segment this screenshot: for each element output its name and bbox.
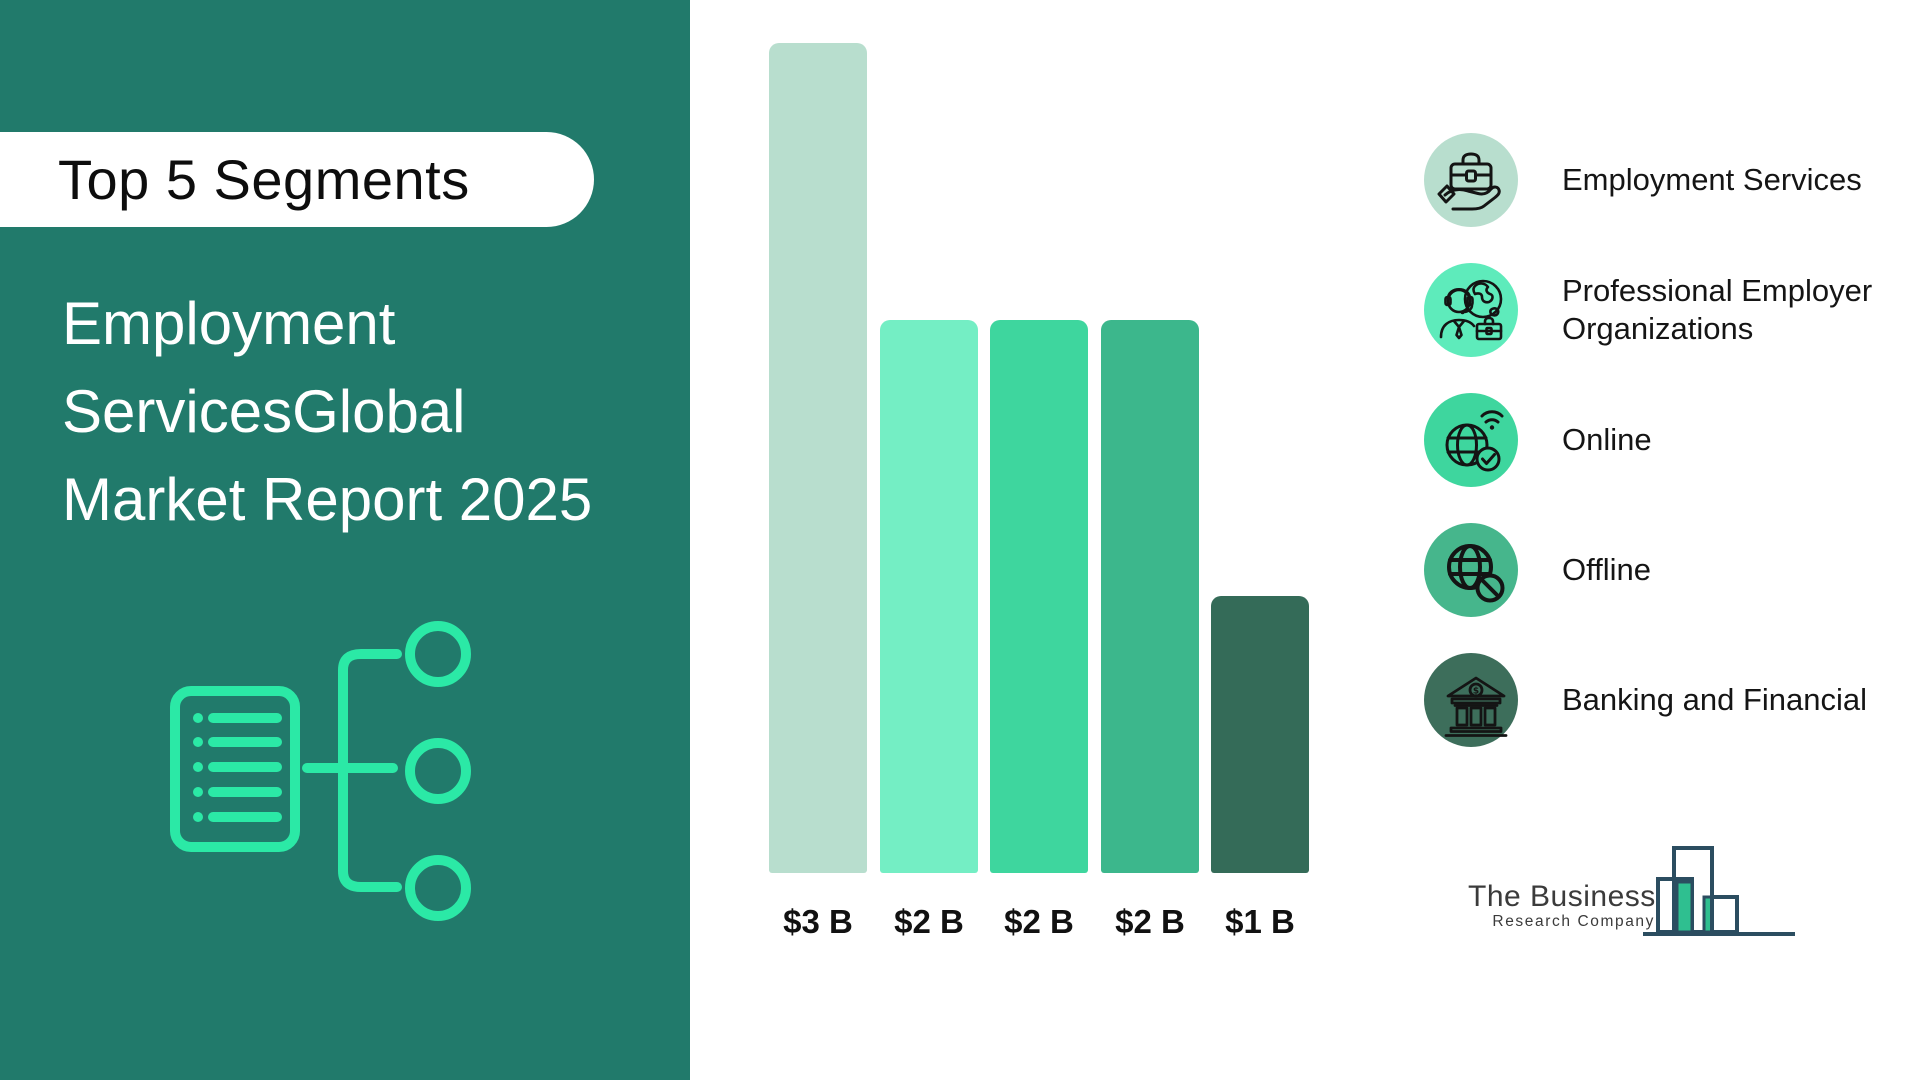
legend-circle-employment-services bbox=[1424, 133, 1518, 227]
legend-label-line: Online bbox=[1562, 422, 1652, 457]
legend-circle-banking-and-financial: $ bbox=[1424, 653, 1518, 747]
logo-subname: Research Company bbox=[1492, 913, 1655, 930]
connector-bracket bbox=[338, 649, 402, 892]
report-title-line: Market Report 2025 bbox=[62, 466, 593, 533]
svg-text:$: $ bbox=[1473, 687, 1479, 697]
legend-label-online: Online bbox=[1562, 421, 1652, 459]
node-circle-top bbox=[405, 621, 471, 687]
legend-item-offline: Offline bbox=[1424, 523, 1872, 617]
logo-skyline-icon bbox=[1643, 846, 1795, 936]
badge-pill: Top 5 Segments bbox=[0, 132, 594, 227]
bar-value-label-3: $2 B bbox=[1004, 903, 1074, 940]
legend-item-online: Online bbox=[1424, 393, 1872, 487]
legend-label-line: Organizations bbox=[1562, 311, 1754, 346]
legend-label-line: Employment Services bbox=[1562, 162, 1862, 197]
report-title: Employment ServicesGlobal Market Report 20… bbox=[62, 280, 592, 544]
legend-label-employment-services: Employment Services bbox=[1562, 161, 1862, 199]
legend-label-line: Offline bbox=[1562, 552, 1652, 587]
globe-wifi-check-icon bbox=[1445, 410, 1504, 472]
legend-label-banking-and-financial: Banking and Financial bbox=[1562, 681, 1867, 719]
bar-value-label-4: $2 B bbox=[1115, 903, 1185, 940]
node-circle-bottom bbox=[405, 855, 471, 921]
document-list-flowchart-icon bbox=[170, 621, 471, 921]
legend-item-employment-services: Employment Services bbox=[1424, 133, 1872, 227]
report-title-line: ServicesGlobal bbox=[62, 378, 466, 445]
bank-icon: $ bbox=[1444, 676, 1508, 737]
node-circle-middle bbox=[405, 738, 471, 804]
legend-circle-professional-employer-organizations bbox=[1424, 263, 1518, 357]
bar-2 bbox=[880, 320, 978, 873]
legend-label-line: Banking and Financial bbox=[1562, 682, 1868, 717]
bar-4 bbox=[1101, 320, 1199, 873]
bar-3 bbox=[990, 320, 1088, 873]
legend-label-professional-employer-organizations: Professional Employer Organizations bbox=[1562, 272, 1872, 348]
badge-label: Top 5 Segments bbox=[58, 148, 470, 211]
bar-5 bbox=[1211, 596, 1309, 873]
legend-item-banking-and-financial: $ Banking and Financial bbox=[1424, 653, 1872, 747]
support-agent-globe-icon bbox=[1439, 279, 1503, 341]
legend: Employment Services Professional Employe… bbox=[1424, 133, 1872, 783]
skyline-green-bar-large bbox=[1675, 880, 1694, 934]
legend-label-line: Professional Employer bbox=[1562, 273, 1873, 308]
skyline-building-right bbox=[1710, 895, 1739, 934]
document-list-lines bbox=[208, 713, 282, 822]
bar-1 bbox=[769, 43, 867, 873]
legend-item-professional-employer-organizations: Professional Employer Organizations bbox=[1424, 263, 1872, 357]
company-logo: The Business Research Company bbox=[1468, 845, 1813, 945]
bar-value-label-2: $2 B bbox=[894, 903, 964, 940]
briefcase-hand-icon bbox=[1437, 152, 1501, 211]
document-bullets bbox=[193, 713, 203, 822]
bar-value-label-1: $3 B bbox=[783, 903, 853, 940]
document-outline bbox=[170, 686, 300, 852]
company-logo-text: The Business Research Company bbox=[1468, 881, 1655, 931]
bar-chart: $3 B $2 B $2 B $2 B $1 B bbox=[769, 43, 1310, 963]
report-title-line: Employment bbox=[62, 290, 396, 357]
legend-circle-offline bbox=[1424, 523, 1518, 617]
logo-name: The Business bbox=[1468, 880, 1656, 913]
globe-blocked-icon bbox=[1447, 544, 1505, 603]
legend-label-offline: Offline bbox=[1562, 551, 1651, 589]
sidebar: Top 5 Segments Employment ServicesGlobal M… bbox=[0, 0, 690, 1080]
bar-value-label-5: $1 B bbox=[1225, 903, 1295, 940]
legend-circle-online bbox=[1424, 393, 1518, 487]
